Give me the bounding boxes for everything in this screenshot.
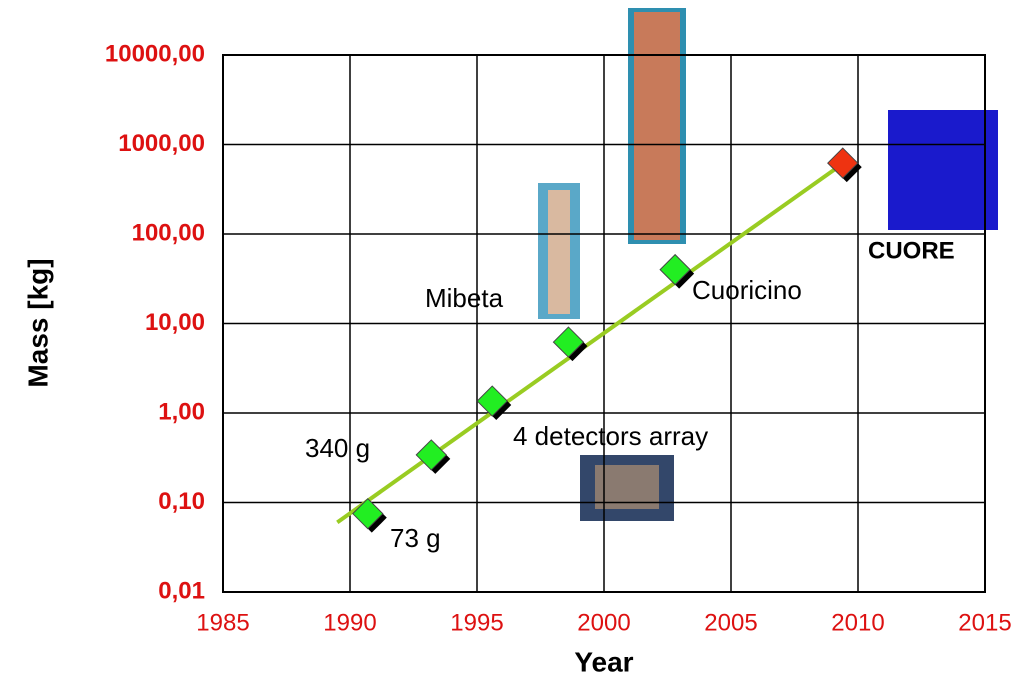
photo-array-detail <box>595 465 659 509</box>
plot-frame <box>222 54 986 593</box>
annotation: Cuoricino <box>692 275 802 305</box>
annotation: CUORE <box>868 237 955 264</box>
y-axis-label: Mass [kg] <box>22 258 53 387</box>
annotation: 4 detectors array <box>513 421 708 451</box>
photo-mibeta-detail <box>548 190 570 314</box>
x-tick-label: 2010 <box>831 609 884 636</box>
x-axis-label: Year <box>574 646 633 677</box>
annotation: Mibeta <box>425 283 504 313</box>
x-tick-label: 2015 <box>958 609 1011 636</box>
data-point <box>415 439 447 471</box>
x-tick-label: 1990 <box>323 609 376 636</box>
data-point <box>659 253 691 286</box>
annotation: 73 g <box>390 523 441 553</box>
y-tick-label: 100,00 <box>132 219 205 246</box>
y-tick-label: 1,00 <box>158 398 205 425</box>
photo-cuoricino-detail <box>634 12 680 240</box>
data-point <box>352 497 384 530</box>
x-tick-label: 1995 <box>450 609 503 636</box>
x-tick-label: 2000 <box>577 609 630 636</box>
x-tick-label: 1985 <box>196 609 249 636</box>
y-tick-label: 0,01 <box>158 577 205 604</box>
data-point <box>476 385 508 417</box>
data-point <box>552 326 585 358</box>
y-tick-label: 1000,00 <box>118 130 205 157</box>
y-tick-label: 0,10 <box>158 488 205 515</box>
data-point <box>827 147 859 179</box>
x-tick-label: 2005 <box>704 609 757 636</box>
photo-cuore <box>888 110 998 230</box>
trend-line <box>336 160 847 524</box>
y-tick-label: 10000,00 <box>105 40 205 67</box>
y-tick-label: 10,00 <box>145 309 205 336</box>
annotation: 340 g <box>305 433 370 463</box>
